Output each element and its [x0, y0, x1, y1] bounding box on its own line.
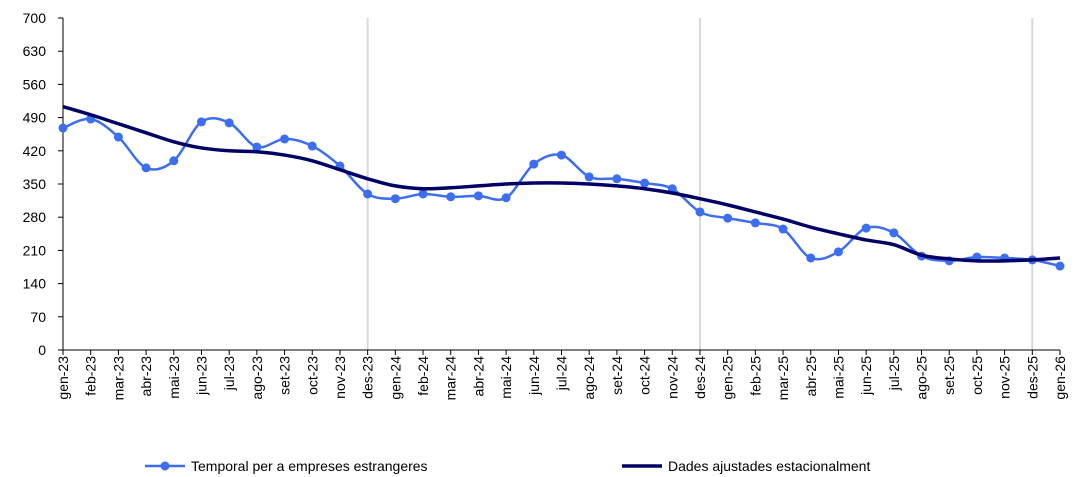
x-tick-label: oct-25 — [969, 356, 985, 395]
y-tick-label: 420 — [23, 143, 47, 159]
x-tick-label: mai-24 — [498, 356, 514, 399]
x-tick-label: jul-24 — [554, 356, 570, 391]
y-tick-label: 210 — [23, 242, 47, 258]
x-tick-label: ago-25 — [914, 356, 930, 400]
point — [584, 172, 594, 182]
x-tick-label: abr-24 — [470, 356, 486, 397]
x-tick-label: feb-25 — [747, 356, 763, 396]
series-line — [62, 105, 1061, 263]
point — [280, 134, 290, 144]
x-tick-label: jun-25 — [858, 356, 874, 396]
x-tick-label: abr-25 — [803, 356, 819, 397]
y-tick-label: 560 — [23, 76, 47, 92]
x-tick-label: mar-23 — [110, 356, 126, 401]
point — [307, 141, 317, 151]
point — [390, 194, 400, 204]
point — [695, 207, 705, 217]
series-line — [62, 117, 1061, 268]
point — [723, 213, 733, 223]
x-tick-label: feb-23 — [83, 356, 99, 396]
y-tick-label: 490 — [23, 110, 47, 126]
legend-label: Temporal per a empreses estrangeres — [191, 458, 428, 474]
point — [196, 117, 206, 127]
point — [750, 218, 760, 228]
point — [861, 223, 871, 233]
x-tick-label: set-23 — [277, 356, 293, 395]
point — [58, 123, 68, 133]
x-tick-label: ago-23 — [249, 356, 265, 400]
x-tick-label: gen-23 — [55, 356, 71, 400]
x-tick-label: feb-24 — [415, 356, 431, 396]
x-tick-label: gen-26 — [1052, 356, 1068, 400]
legend-marker — [160, 461, 170, 471]
x-tick-label: set-25 — [941, 356, 957, 395]
x-tick-label: jul-25 — [886, 356, 902, 391]
y-tick-label: 630 — [23, 43, 47, 59]
point — [363, 189, 373, 199]
y-tick-label: 280 — [23, 209, 47, 225]
x-tick-label: gen-25 — [720, 356, 736, 400]
point — [529, 159, 539, 169]
legend-label: Dades ajustades estacionalment — [668, 458, 870, 474]
x-tick-label: jul-23 — [221, 356, 237, 391]
point — [806, 253, 816, 263]
x-tick-label: nov-24 — [664, 356, 680, 399]
y-tick-label: 700 — [23, 10, 47, 26]
point — [141, 163, 151, 173]
x-tick-label: oct-24 — [637, 356, 653, 395]
x-tick-label: ago-24 — [581, 356, 597, 400]
point — [557, 150, 566, 160]
x-tick-label: mar-24 — [443, 356, 459, 401]
x-tick-label: mai-25 — [830, 356, 846, 399]
point — [640, 178, 650, 188]
x-tick-label: jun-24 — [526, 356, 542, 396]
x-tick-label: mai-23 — [166, 356, 182, 399]
point — [501, 193, 511, 203]
x-tick-label: nov-25 — [997, 356, 1013, 399]
y-tick-label: 350 — [23, 176, 47, 192]
point — [612, 174, 622, 184]
point — [418, 189, 428, 199]
x-tick-label: des-24 — [692, 356, 708, 399]
x-tick-label: abr-23 — [138, 356, 154, 397]
x-tick-label: mar-25 — [775, 356, 791, 401]
point — [252, 142, 262, 152]
x-tick-label: oct-23 — [304, 356, 320, 395]
point — [778, 224, 788, 234]
point — [224, 118, 234, 128]
point — [113, 132, 123, 142]
point — [473, 191, 483, 201]
x-tick-label: set-24 — [609, 356, 625, 395]
point — [446, 192, 456, 202]
y-tick-label: 140 — [23, 276, 47, 292]
x-tick-label: des-23 — [360, 356, 376, 399]
y-tick-label: 70 — [30, 309, 46, 325]
x-tick-label: gen-24 — [387, 356, 403, 400]
x-tick-label: nov-23 — [332, 356, 348, 399]
point — [889, 228, 899, 238]
point — [169, 156, 179, 166]
y-tick-label: 0 — [38, 342, 46, 358]
x-tick-label: jun-23 — [193, 356, 209, 396]
x-tick-label: des-25 — [1024, 356, 1040, 399]
point — [1055, 261, 1065, 271]
point — [833, 247, 843, 257]
